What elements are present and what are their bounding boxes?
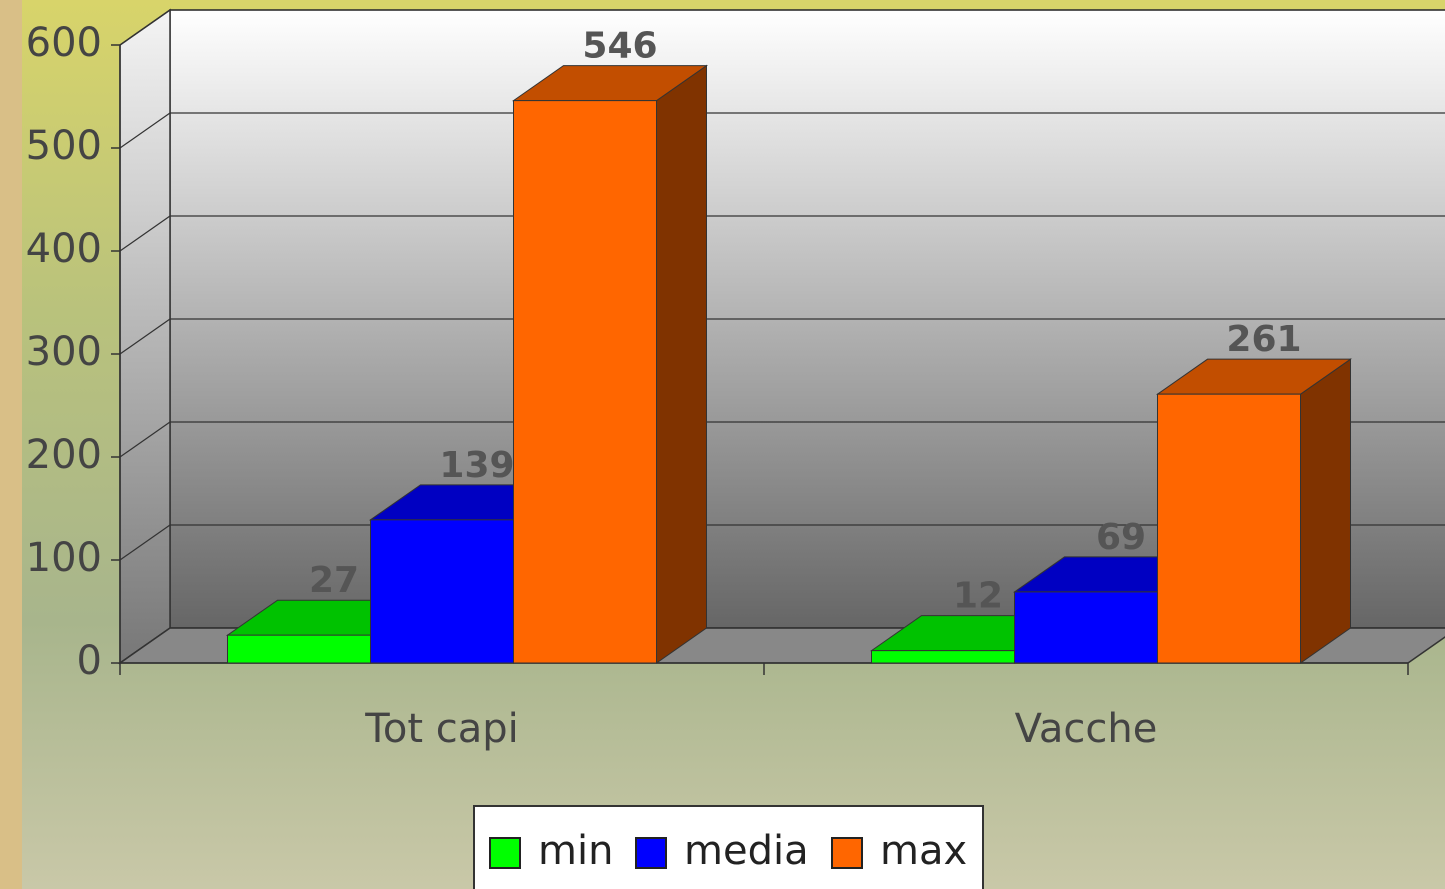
bar xyxy=(370,519,514,664)
left-strip xyxy=(0,0,22,889)
y-tick-label: 200 xyxy=(26,432,102,478)
legend: min media max xyxy=(489,828,967,874)
y-tick-label: 400 xyxy=(26,226,102,272)
value-label: 27 xyxy=(309,560,359,601)
grid-line xyxy=(119,112,1445,149)
legend-box xyxy=(473,805,984,889)
legend-label: media xyxy=(684,828,809,874)
value-label: 69 xyxy=(1096,517,1146,558)
value-label: 261 xyxy=(1226,319,1301,360)
y-tick-label: 0 xyxy=(77,638,102,684)
legend-swatch xyxy=(831,837,863,869)
grid-line xyxy=(119,524,1445,561)
value-label: 546 xyxy=(582,26,657,67)
grid-line xyxy=(119,318,1445,355)
bar xyxy=(871,650,1015,664)
bar xyxy=(1014,591,1158,664)
value-label: 12 xyxy=(953,576,1003,617)
y-tick-label: 300 xyxy=(26,329,102,375)
y-tick-label: 100 xyxy=(26,535,102,581)
bar xyxy=(513,100,657,664)
bar-side xyxy=(1300,358,1351,664)
bar xyxy=(1157,393,1301,664)
legend-swatch xyxy=(489,837,521,869)
x-tick-label: Vacche xyxy=(1015,706,1158,752)
legend-label: min xyxy=(538,828,613,874)
value-label: 139 xyxy=(439,445,514,486)
plot-area: 0 100 200 300 400 500 600 Tot capi Vacche 27 139 54… xyxy=(26,8,1445,752)
y-tick-label: 500 xyxy=(26,123,102,169)
x-tick-label: Tot capi xyxy=(364,706,519,752)
legend-label: max xyxy=(880,828,967,874)
y-tick-label: 600 xyxy=(26,20,102,66)
bar xyxy=(227,634,371,664)
grid-line xyxy=(119,421,1445,458)
grid-line xyxy=(119,9,1445,46)
grid-line xyxy=(119,215,1445,252)
legend-swatch xyxy=(635,837,667,869)
bar-side xyxy=(656,64,707,664)
